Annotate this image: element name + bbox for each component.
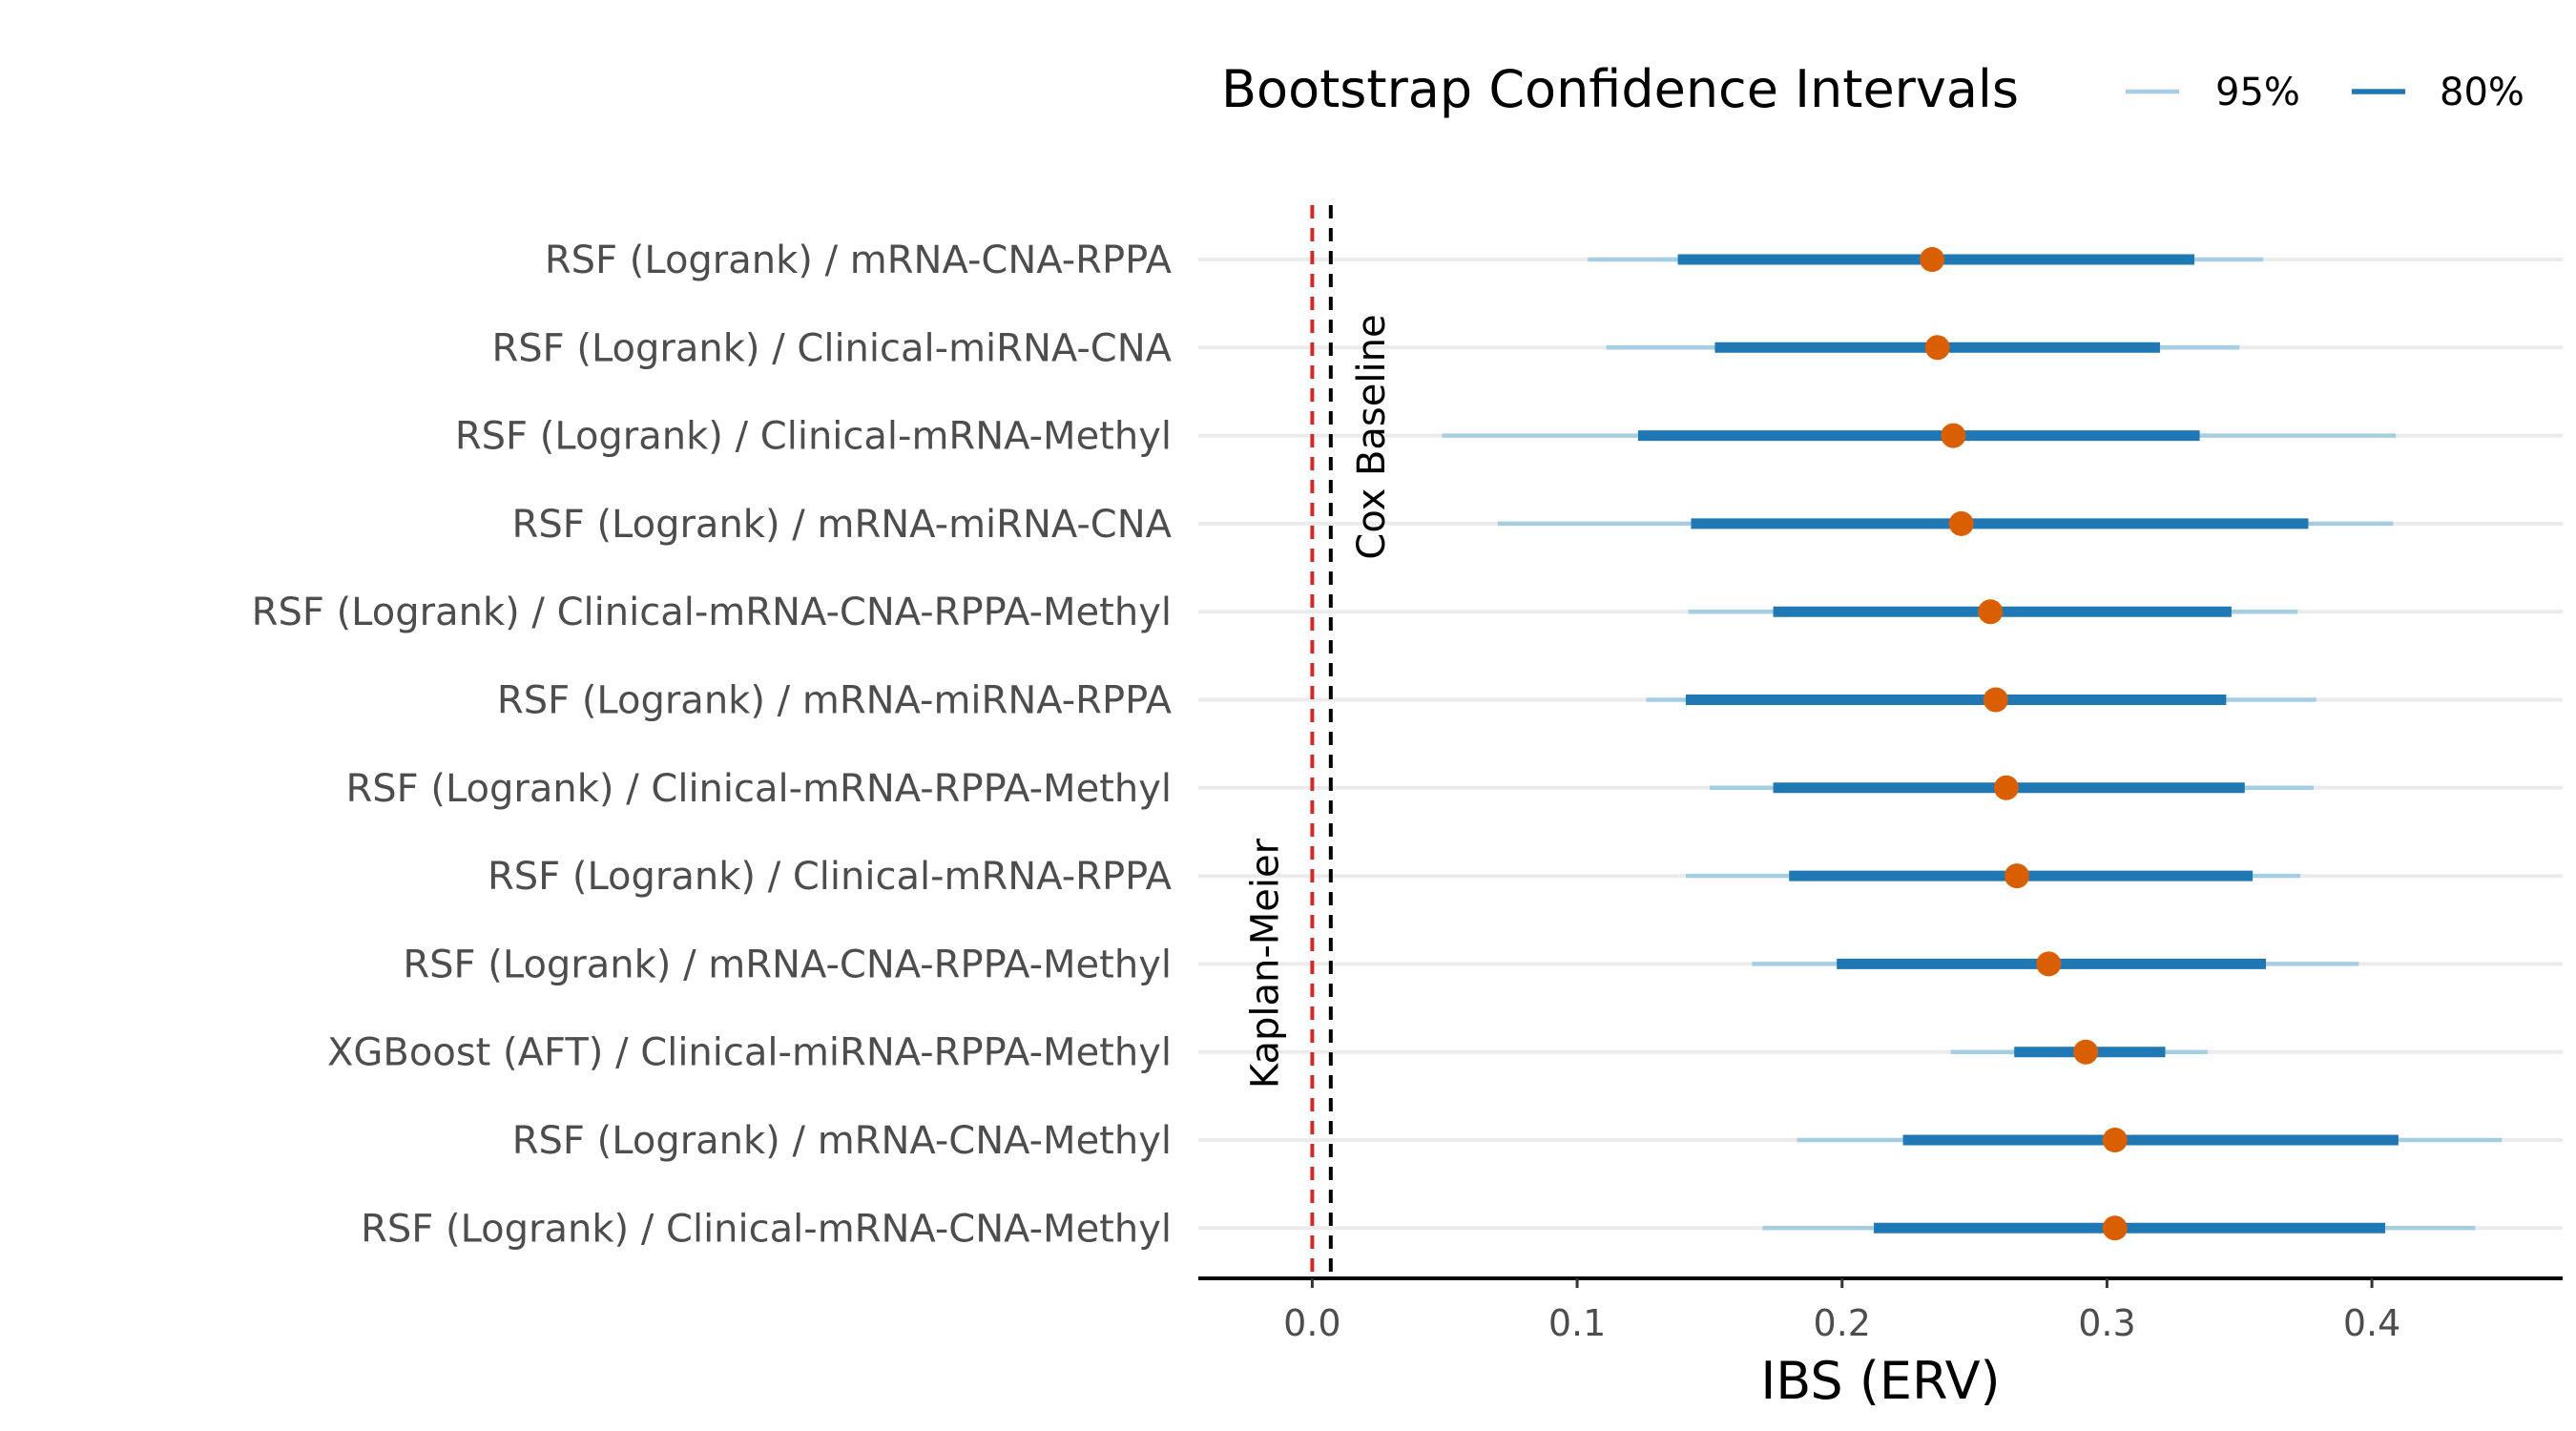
x-tick-label: 0.2 xyxy=(1814,1302,1871,1344)
y-tick-label: XGBoost (AFT) / Clinical-miRNA-RPPA-Meth… xyxy=(327,1031,1172,1075)
y-tick-label: RSF (Logrank) / Clinical-mRNA-RPPA xyxy=(488,855,1173,899)
point-estimate xyxy=(1993,775,2019,800)
y-tick-label: RSF (Logrank) / Clinical-miRNA-CNA xyxy=(491,326,1172,370)
legend-label: 80% xyxy=(2440,71,2524,114)
y-tick-label: RSF (Logrank) / Clinical-mRNA-Methyl xyxy=(455,415,1172,459)
point-estimate xyxy=(1978,599,2004,625)
ci80-intervals xyxy=(1637,254,2399,1234)
point-estimate xyxy=(2102,1215,2128,1241)
reference-line-label: Kaplan-Meier xyxy=(1243,838,1287,1089)
y-tick-label: RSF (Logrank) / Clinical-mRNA-CNA-RPPA-M… xyxy=(252,591,1172,634)
y-tick-label: RSF (Logrank) / Clinical-mRNA-CNA-Methyl xyxy=(361,1207,1172,1251)
x-tick-label: 0.1 xyxy=(1548,1302,1606,1344)
y-tick-label: RSF (Logrank) / mRNA-miRNA-RPPA xyxy=(497,679,1173,723)
x-axis-ticks: 0.0 0.1 0.2 0.3 0.4 xyxy=(1283,1278,2400,1344)
point-estimate xyxy=(1920,247,1945,272)
point-estimate xyxy=(1948,510,1974,536)
y-tick-label: RSF (Logrank) / mRNA-CNA-RPPA xyxy=(545,238,1173,282)
legend-title: Bootstrap Confidence Intervals xyxy=(1221,59,2019,119)
reference-line-label: Cox Baseline xyxy=(1350,314,1394,559)
y-tick-label: RSF (Logrank) / mRNA-CNA-RPPA-Methyl xyxy=(403,943,1172,986)
legend-label: 95% xyxy=(2215,71,2300,114)
ci95-intervals xyxy=(1442,257,2503,1231)
y-tick-label: RSF (Logrank) / mRNA-CNA-Methyl xyxy=(512,1119,1172,1163)
reference-lines: Kaplan-Meier Cox Baseline xyxy=(1243,205,1394,1278)
gridlines xyxy=(1198,258,2563,1231)
point-estimate xyxy=(1924,335,1950,361)
point-estimate xyxy=(2102,1128,2128,1152)
legend: Bootstrap Confidence Intervals 95% 80% xyxy=(1221,59,2524,119)
x-axis-title: IBS (ERV) xyxy=(1760,1351,2000,1411)
point-estimates xyxy=(1920,247,2128,1241)
x-tick-label: 0.3 xyxy=(2078,1302,2135,1344)
point-estimate xyxy=(2073,1039,2099,1065)
point-estimate xyxy=(1983,687,2008,713)
y-tick-label: RSF (Logrank) / mRNA-miRNA-CNA xyxy=(512,503,1173,547)
y-axis-labels: RSF (Logrank) / mRNA-CNA-RPPA RSF (Logran… xyxy=(252,238,1173,1251)
point-estimate xyxy=(1941,423,1966,448)
x-tick-label: 0.0 xyxy=(1283,1302,1340,1344)
point-estimate xyxy=(2036,951,2062,977)
x-tick-label: 0.4 xyxy=(2343,1302,2400,1344)
y-tick-label: RSF (Logrank) / Clinical-mRNA-RPPA-Methy… xyxy=(345,767,1172,811)
point-estimate xyxy=(2005,863,2029,889)
